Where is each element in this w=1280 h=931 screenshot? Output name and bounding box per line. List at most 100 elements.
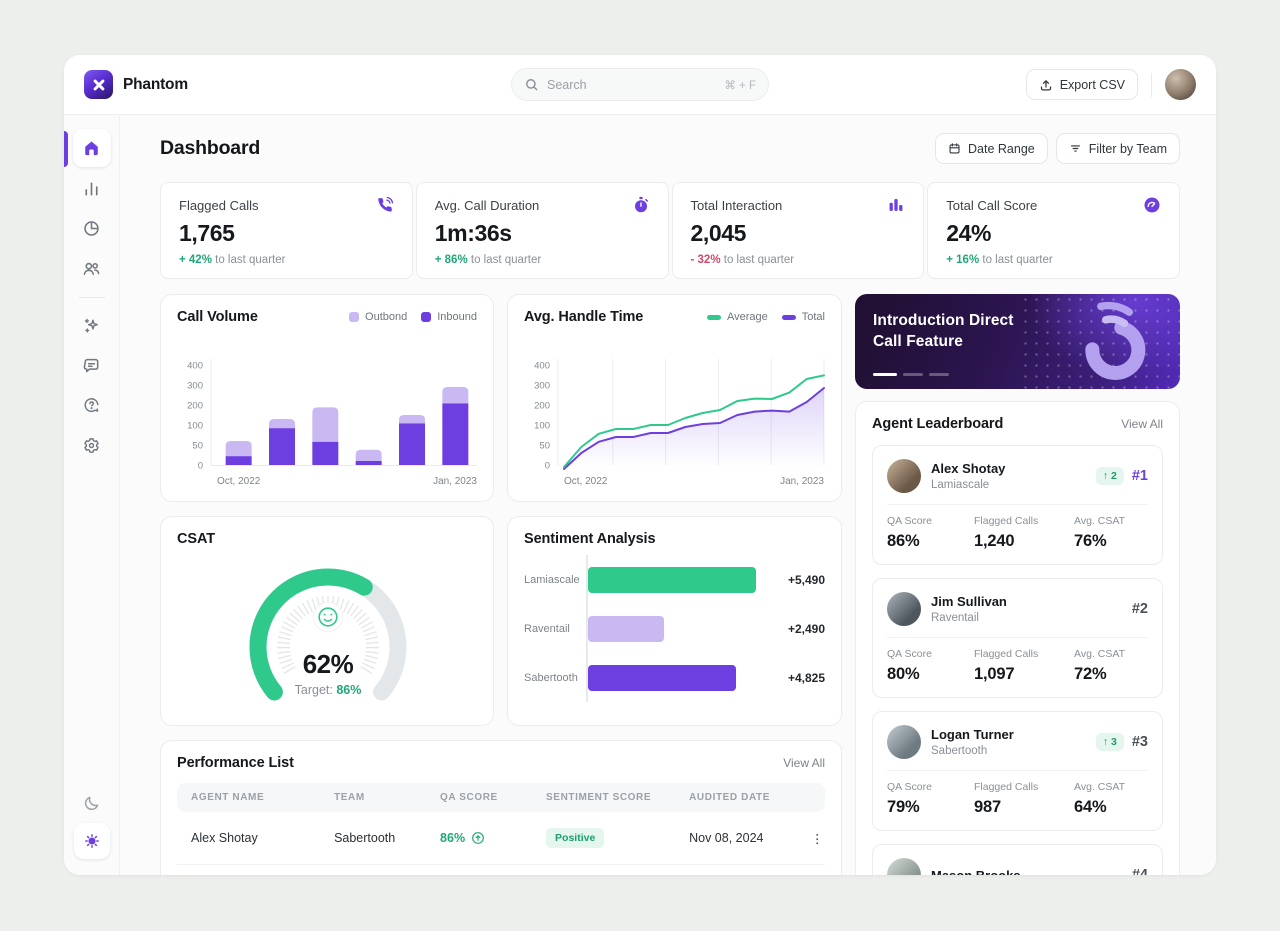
- leaderboard-entry: Logan Turner Sabertooth ↑ 3 #3 QA Score 79% Fl…: [872, 711, 1163, 831]
- table-row-partial[interactable]: [177, 865, 825, 875]
- phone-call-icon: [376, 196, 394, 214]
- rank-change-badge: ↑ 2: [1095, 467, 1124, 485]
- theme-light-button[interactable]: [73, 823, 110, 859]
- sentiment-bar-track: [586, 555, 777, 604]
- sidebar-item-home[interactable]: [72, 129, 111, 167]
- sentiment-card: Sentiment Analysis Lamiascale +5,490 Raven…: [507, 516, 842, 726]
- export-csv-label: Export CSV: [1059, 77, 1125, 92]
- agent-stat-value: 79%: [887, 798, 920, 816]
- cell-sentiment: Positive: [532, 812, 675, 864]
- stat-card-total-interaction: Total Interaction 2,045 - 32% to last qu…: [671, 182, 925, 279]
- bar-chart-stat-icon: [887, 196, 905, 214]
- performance-title: Performance List: [177, 755, 294, 771]
- stat-note: to last quarter: [470, 254, 542, 266]
- csat-gauge: 62% Target: 86%: [249, 568, 407, 701]
- leaderboard-entry: Mason Brooks #4: [872, 844, 1163, 875]
- sentiment-category-label: Sabertooth: [524, 671, 578, 684]
- sentiment-title: Sentiment Analysis: [524, 531, 656, 547]
- stat-value: 2,045: [690, 220, 747, 246]
- filter-by-team-button[interactable]: Filter by Team: [1055, 133, 1180, 164]
- stat-label: Total Call Score: [946, 197, 1038, 213]
- agent-name: Mason Brooks: [931, 867, 1021, 876]
- col-audited-date: AUDITED DATE: [689, 792, 771, 803]
- svg-text:200: 200: [187, 401, 203, 412]
- sidebar-item-sparkles[interactable]: [73, 306, 111, 344]
- sentiment-bar: [588, 615, 665, 642]
- stat-delta: + 16%: [946, 254, 980, 266]
- date-range-label: Date Range: [968, 141, 1035, 156]
- carousel-dash-1[interactable]: [873, 373, 897, 376]
- export-icon: [1039, 78, 1053, 92]
- svg-text:0: 0: [545, 461, 550, 472]
- stat-value: 24%: [946, 220, 992, 246]
- sidebar-item-pie-chart[interactable]: [73, 209, 111, 247]
- user-avatar[interactable]: [1165, 69, 1196, 100]
- sentiment-bar: [588, 566, 757, 593]
- filter-icon: [1069, 142, 1082, 155]
- agent-avatar: [887, 592, 921, 626]
- performance-view-all-link[interactable]: View All: [783, 756, 825, 770]
- sun-icon: [83, 832, 101, 850]
- stat-cards: Flagged Calls 1,765 + 42% to last quarte…: [160, 182, 1180, 279]
- sidebar-item-users[interactable]: [73, 249, 111, 287]
- svg-text:Oct, 2022: Oct, 2022: [564, 476, 608, 487]
- sentiment-row: Sabertooth +4,825: [524, 653, 825, 702]
- svg-text:400: 400: [534, 361, 550, 372]
- agent-stat-value: 987: [974, 798, 1001, 816]
- svg-text:400: 400: [187, 361, 203, 372]
- banner-title: Introduction Direct Call Feature: [873, 312, 1014, 350]
- agent-name: Alex Shotay: [931, 461, 1006, 476]
- search-placeholder: Search: [547, 77, 587, 92]
- svg-text:Jan, 2023: Jan, 2023: [780, 476, 824, 487]
- row-menu-button[interactable]: ⋮: [811, 831, 824, 846]
- search-shortcut: ⌘ + F: [724, 79, 756, 92]
- performance-list-card: Performance List View All AGENT NAME TEA…: [160, 740, 842, 875]
- date-range-button[interactable]: Date Range: [935, 133, 1048, 164]
- rank-badge: #1: [1131, 468, 1148, 484]
- agent-team: Lamiascale: [931, 479, 990, 491]
- sentiment-row: Lamiascale +5,490: [524, 555, 825, 604]
- stat-delta: + 86%: [434, 254, 468, 266]
- sidebar-item-chat[interactable]: [73, 346, 111, 384]
- sidebar-item-help[interactable]: [73, 386, 111, 424]
- export-csv-button[interactable]: Export CSV: [1025, 69, 1138, 100]
- carousel-dash-2[interactable]: [903, 373, 923, 376]
- stat-delta: + 42%: [179, 254, 212, 266]
- agent-stat-value: 64%: [1074, 798, 1107, 816]
- brand: Phantom: [84, 70, 188, 99]
- sentiment-bars: Lamiascale +5,490 Raventail +2,490 Sabertoot…: [524, 555, 825, 702]
- svg-text:50: 50: [539, 441, 550, 452]
- call-volume-card: Call Volume Outbond Inbound 0 50 100 200 300…: [160, 294, 494, 502]
- topbar: Phantom Search ⌘ + F Export CSV: [64, 55, 1216, 115]
- agent-stat-label: QA Score: [887, 515, 932, 527]
- leaderboard-entry: Alex Shotay Lamiascale ↑ 2 #1 QA Score 86% Fla…: [872, 445, 1163, 565]
- svg-text:50: 50: [192, 441, 203, 452]
- svg-text:100: 100: [534, 421, 550, 432]
- stat-delta: - 32%: [690, 254, 721, 266]
- sidebar-item-settings[interactable]: [73, 426, 111, 464]
- app-window: Phantom Search ⌘ + F Export CSV: [64, 55, 1216, 875]
- cell-qa-score: 86%: [426, 815, 532, 861]
- table-header: AGENT NAME TEAM QA SCORE SENTIMENT SCORE…: [177, 783, 825, 812]
- table-row[interactable]: Alex Shotay Sabertooth 86% Positive Nov 08, …: [177, 812, 825, 865]
- sidebar-item-bar-chart[interactable]: [73, 169, 111, 207]
- col-sentiment-score: SENTIMENT SCORE: [546, 792, 652, 803]
- theme-dark-button[interactable]: [74, 785, 110, 821]
- sidebar-active-indicator: [64, 131, 68, 167]
- carousel-dash-3[interactable]: [929, 373, 949, 376]
- stat-label: Avg. Call Duration: [434, 197, 540, 213]
- moon-icon: [83, 794, 101, 812]
- sentiment-bar: [588, 664, 736, 691]
- svg-text:Target: 86%: Target: 86%: [295, 683, 362, 697]
- legend-total: Total: [781, 311, 825, 323]
- search-input[interactable]: Search ⌘ + F: [511, 68, 769, 101]
- main-content: Dashboard Date Range: [120, 115, 1216, 875]
- leaderboard-view-all-link[interactable]: View All: [1121, 417, 1163, 431]
- agent-team: Raventail: [931, 612, 979, 624]
- svg-text:300: 300: [187, 381, 203, 392]
- stat-card-total-call-score: Total Call Score 24% + 16% to last quart…: [927, 182, 1180, 279]
- sentiment-category-label: Raventail: [524, 622, 570, 635]
- stat-card-flagged-calls: Flagged Calls 1,765 + 42% to last quarte…: [160, 182, 413, 279]
- legend-outbond: Outbond: [349, 311, 407, 323]
- agent-stat-value: 1,240: [974, 532, 1015, 550]
